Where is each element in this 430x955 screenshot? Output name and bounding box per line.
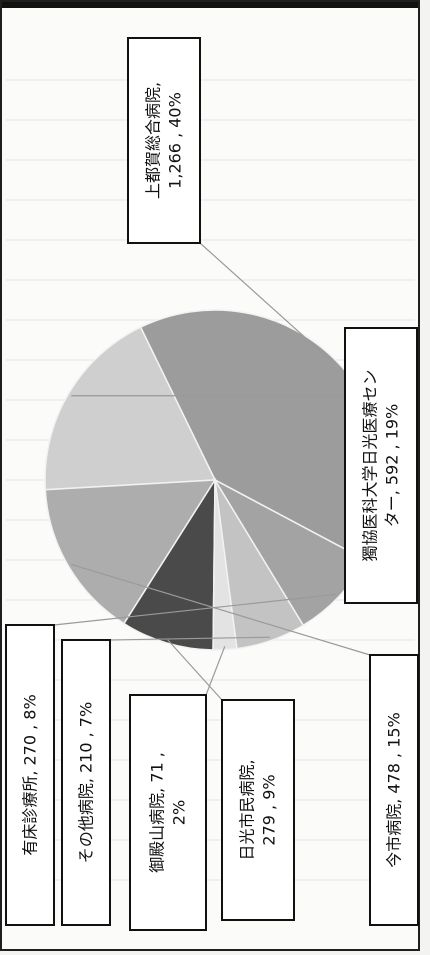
label-box: [5, 624, 55, 926]
pie-slice: [44, 326, 217, 491]
slice-label: その他病院, 210 , 7%: [61, 639, 111, 926]
slice-label-text: 2%: [170, 800, 189, 825]
slice-label-text: 1,266 , 40%: [166, 92, 185, 189]
slice-label-text: 日光市民病院,: [238, 759, 257, 860]
slice-label: 有床診療所, 270 , 8%: [5, 624, 55, 926]
slice-label: 今市病院, 478 , 15%: [369, 654, 419, 926]
slice-label: 御殿山病院, 71 , 2%: [129, 694, 207, 931]
slice-label-text: 有床診療所, 270 , 8%: [21, 694, 40, 855]
slice-label-text: 279 , 9%: [260, 774, 279, 845]
leader-line: [109, 636, 271, 641]
pie-slices: [44, 309, 386, 651]
leader-line: [53, 593, 337, 626]
slice-label: 獨協医科大学日光医療セン ター, 592 , 19%: [344, 327, 418, 604]
leader-lines: [53, 242, 371, 701]
slice-label: 上都賀総合病院, 1,266 , 40%: [127, 37, 201, 244]
slice-label-text: ター, 592 , 19%: [383, 404, 402, 528]
leader-line: [199, 242, 336, 365]
slice-label-text: 御殿山病院, 71 ,: [148, 752, 167, 873]
slice-labels: 上都賀総合病院, 1,266 , 40% 獨協医科大学日光医療セン ター, 592 ,…: [5, 37, 419, 931]
leader-line: [71, 563, 371, 656]
slice-label: 日光市民病院, 279 , 9%: [221, 699, 295, 921]
label-box: [127, 37, 201, 244]
leader-line: [167, 639, 223, 701]
label-box: [61, 639, 111, 926]
slice-label-text: 今市病院, 478 , 15%: [385, 712, 404, 868]
label-box: [221, 699, 295, 921]
leader-line: [205, 646, 226, 696]
pie-slice: [44, 479, 217, 625]
label-box: [129, 694, 207, 931]
slice-label-text: 獨協医科大学日光医療セン: [361, 369, 380, 561]
label-box: [369, 654, 419, 926]
label-box: [344, 327, 418, 604]
pie-slice: [122, 477, 216, 651]
slice-label-text: 上都賀総合病院,: [144, 82, 163, 199]
slice-label-text: その他病院, 210 , 7%: [77, 702, 96, 863]
